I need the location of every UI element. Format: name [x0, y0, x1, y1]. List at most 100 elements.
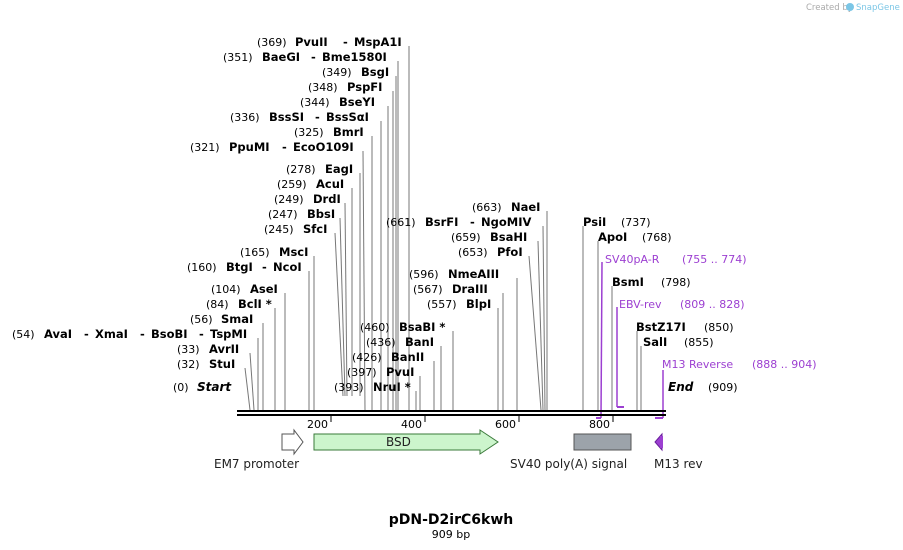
site-name[interactable]: NaeI	[511, 200, 540, 214]
site-name[interactable]: SfcI	[303, 222, 327, 236]
site-name[interactable]: PfoI	[497, 245, 523, 259]
site-name[interactable]: BanI	[405, 335, 434, 349]
plasmid-title: pDN-D2irC6kwh	[389, 512, 513, 528]
site-name[interactable]: NmeAIII	[448, 267, 499, 281]
site-pos: (249)	[274, 193, 304, 206]
site-sep: -	[315, 110, 320, 124]
site-pos: (348)	[308, 81, 338, 94]
primer-name[interactable]: EBV-rev	[619, 298, 662, 311]
site-name[interactable]: EcoO109I	[293, 140, 354, 154]
feature-bsd[interactable]	[313, 429, 499, 455]
site-pos: (165)	[240, 246, 270, 259]
site-name[interactable]: BsgI	[361, 65, 389, 79]
site-name[interactable]: BmrI	[333, 125, 364, 139]
end-pos: (909)	[708, 381, 738, 394]
site-pos: (369)	[257, 36, 287, 49]
feature-sv40-polya[interactable]	[573, 433, 632, 451]
site-name[interactable]: AvrII	[209, 342, 239, 356]
sequence-backbone	[237, 410, 666, 416]
site-name[interactable]: TspMI	[210, 327, 247, 341]
site-pos: (84)	[206, 298, 229, 311]
site-name[interactable]: BaeGI	[262, 50, 300, 64]
site-pos: (325)	[294, 126, 324, 139]
site-name[interactable]: NruI *	[373, 380, 411, 394]
site-sep: -	[282, 140, 287, 154]
site-name[interactable]: ApoI	[598, 230, 627, 244]
primer-range: (888 .. 904)	[752, 358, 817, 371]
site-name[interactable]: PpuMI	[229, 140, 270, 154]
site-name[interactable]: NcoI	[273, 260, 302, 274]
axis-tick-600: 600	[495, 418, 516, 431]
site-name[interactable]: BseYI	[339, 95, 375, 109]
site-name[interactable]: BsaBI *	[399, 320, 445, 334]
site-name[interactable]: MscI	[279, 245, 308, 259]
site-name[interactable]: BstZ17I	[636, 320, 686, 334]
site-sep: -	[311, 50, 316, 64]
credit-brand: SnapGene	[856, 3, 900, 13]
feature-label-m13-rev: M13 rev	[654, 457, 703, 471]
axis-tick-800: 800	[589, 418, 610, 431]
site-sep: -	[470, 215, 475, 229]
site-name[interactable]: BlpI	[466, 297, 491, 311]
site-name[interactable]: StuI	[209, 357, 235, 371]
site-pos: (567)	[413, 283, 443, 296]
site-pos: (344)	[300, 96, 330, 109]
site-pos: (56)	[190, 313, 213, 326]
site-sep: -	[262, 260, 267, 274]
primer-name[interactable]: SV40pA-R	[605, 253, 660, 266]
site-pos: (663)	[472, 201, 502, 214]
site-name[interactable]: DrdI	[313, 192, 341, 206]
site-name[interactable]: Bme1580I	[322, 50, 387, 64]
site-name[interactable]: AvaI	[44, 327, 72, 341]
site-name[interactable]: MspA1I	[354, 35, 402, 49]
site-name[interactable]: PvuI	[386, 365, 414, 379]
snapgene-logo	[846, 3, 854, 11]
site-name[interactable]: BclI *	[238, 297, 272, 311]
site-name[interactable]: NgoMIV	[481, 215, 531, 229]
site-pos: (245)	[264, 223, 294, 236]
site-name[interactable]: AcuI	[316, 177, 344, 191]
primer-markers	[596, 261, 664, 419]
site-sep: -	[140, 327, 145, 341]
feature-label-em7-promoter: EM7 promoter	[214, 457, 299, 471]
site-name[interactable]: BbsI	[307, 207, 335, 221]
site-name[interactable]: XmaI	[95, 327, 128, 341]
site-pos: (659)	[451, 231, 481, 244]
site-name[interactable]: SalI	[643, 335, 667, 349]
site-pos: (54)	[12, 328, 35, 341]
site-name[interactable]: AseI	[250, 282, 278, 296]
site-pos: (349)	[322, 66, 352, 79]
primer-name[interactable]: M13 Reverse	[662, 358, 733, 371]
site-pos: (259)	[277, 178, 307, 191]
site-pos: (737)	[621, 216, 651, 229]
credit-created-by: Created by	[806, 3, 853, 13]
feature-em7-promoter[interactable]	[281, 428, 304, 456]
site-name[interactable]: PsiI	[583, 215, 606, 229]
axis-tick-200: 200	[307, 418, 328, 431]
primer-range: (809 .. 828)	[680, 298, 745, 311]
site-name[interactable]: BsoBI	[151, 327, 188, 341]
site-pos: (32)	[177, 358, 200, 371]
site-pos: (557)	[427, 298, 457, 311]
site-name[interactable]: DraIII	[452, 282, 488, 296]
site-name[interactable]: PspFI	[347, 80, 382, 94]
site-name[interactable]: BanII	[391, 350, 424, 364]
site-name[interactable]: SmaI	[221, 312, 253, 326]
site-name[interactable]: PvuII	[295, 35, 328, 49]
plasmid-length: 909 bp	[432, 528, 470, 541]
site-pos: (426)	[352, 351, 382, 364]
site-pos: (104)	[211, 283, 241, 296]
site-name[interactable]: BsrFI	[425, 215, 458, 229]
site-name[interactable]: BssSαI	[326, 110, 369, 124]
site-name[interactable]: EagI	[325, 162, 353, 176]
site-pos: (33)	[177, 343, 200, 356]
site-name[interactable]: BsmI	[612, 275, 644, 289]
end-label: End	[668, 380, 694, 394]
site-pos: (653)	[458, 246, 488, 259]
site-pos: (336)	[230, 111, 260, 124]
feature-m13-rev[interactable]	[654, 432, 663, 452]
site-name[interactable]: BsaHI	[490, 230, 527, 244]
site-pos: (460)	[360, 321, 390, 334]
site-name[interactable]: BssSI	[269, 110, 304, 124]
site-name[interactable]: BtgI	[226, 260, 253, 274]
